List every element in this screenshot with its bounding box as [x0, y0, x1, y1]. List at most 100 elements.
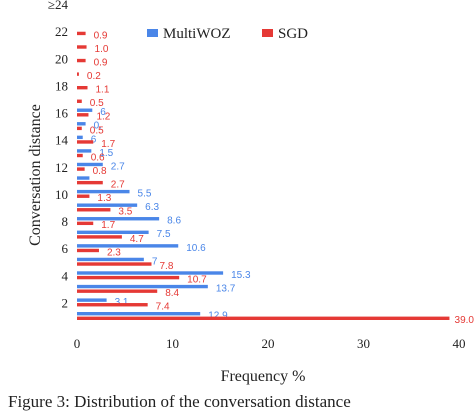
- bar-sgd-12: [77, 167, 85, 171]
- x-tick-label-0: 0: [74, 336, 81, 351]
- bar-sgd-21: [77, 45, 87, 49]
- bar-sgd-5: [77, 262, 152, 266]
- bar-multiwoz-12: [77, 162, 103, 167]
- y-tick-label-22: 22: [55, 24, 68, 39]
- bar-sgd-8: [77, 221, 94, 226]
- data-label-sgd-6: 2.3: [107, 247, 121, 258]
- y-tick-label-4: 4: [62, 268, 69, 283]
- bar-multiwoz-7: [77, 230, 149, 235]
- bar-multiwoz-16: [77, 108, 93, 112]
- bar-sgd-22: [77, 31, 86, 36]
- data-label-multiwoz-8: 8.6: [167, 216, 181, 227]
- y-tick-label-10: 10: [55, 187, 68, 202]
- bar-multiwoz-4: [77, 271, 224, 275]
- figure-caption: Figure 3: Distribution of the conversati…: [8, 392, 351, 411]
- x-axis-title: Frequency %: [221, 368, 306, 385]
- bar-sgd-6: [77, 248, 99, 253]
- bar-multiwoz-8: [77, 217, 160, 221]
- y-axis-title: Conversation distance: [27, 104, 44, 246]
- legend-label-sgd: SGD: [278, 26, 308, 42]
- data-label-sgd-12: 0.8: [93, 166, 107, 177]
- legend-label-multiwoz: MultiWOZ: [163, 26, 231, 42]
- data-label-multiwoz-9: 6.3: [145, 202, 159, 213]
- data-label-sgd-21: 1.0: [95, 44, 109, 55]
- bar-sgd-14: [77, 140, 94, 144]
- y-tick-label-≥24: ≥24: [48, 0, 69, 12]
- data-label-sgd-8: 1.7: [101, 220, 115, 231]
- bar-sgd-3: [77, 289, 158, 293]
- bar-multiwoz-14: [77, 135, 83, 140]
- data-label-sgd-20: 0.9: [94, 57, 108, 68]
- bar-multiwoz-13: [77, 149, 92, 153]
- data-label-sgd-9: 3.5: [118, 207, 132, 218]
- bar-sgd-9: [77, 208, 111, 212]
- data-label-multiwoz-6: 10.6: [186, 243, 206, 254]
- data-label-sgd-14: 1.7: [101, 139, 115, 150]
- bar-sgd-18: [77, 85, 88, 90]
- data-label-multiwoz-3: 13.7: [216, 283, 236, 294]
- bar-sgd-13: [77, 153, 83, 158]
- bar-multiwoz-3: [77, 284, 208, 289]
- data-label-sgd-18: 1.1: [96, 85, 110, 96]
- data-label-sgd-19: 0.2: [87, 71, 101, 82]
- bar-sgd-4: [77, 275, 180, 280]
- data-label-sgd-13: 0.6: [91, 152, 105, 163]
- x-tick-label-30: 30: [357, 336, 370, 351]
- data-label-multiwoz-10: 5.5: [138, 189, 152, 200]
- data-label-multiwoz-14: 6: [91, 134, 97, 145]
- data-label-multiwoz-7: 7.5: [157, 229, 171, 240]
- x-tick-label-10: 10: [166, 336, 179, 351]
- data-label-sgd-5: 7.8: [159, 261, 173, 272]
- data-label-sgd-1: 39.0: [455, 315, 474, 326]
- y-tick-label-16: 16: [55, 106, 69, 121]
- bar-multiwoz-6: [77, 244, 179, 248]
- data-label-sgd-4: 10.7: [187, 275, 207, 286]
- data-label-sgd-16: 1.2: [96, 112, 110, 123]
- bar-sgd-15: [77, 126, 82, 131]
- y-tick-label-18: 18: [55, 78, 68, 93]
- y-tick-label-8: 8: [62, 214, 69, 229]
- data-label-multiwoz-12: 2.7: [111, 161, 125, 172]
- data-label-sgd-17: 0.5: [90, 98, 104, 109]
- data-label-sgd-15: 0.5: [90, 125, 104, 136]
- bar-sgd-16: [77, 113, 89, 117]
- data-label-sgd-3: 8.4: [165, 288, 179, 299]
- data-label-multiwoz-5: 7: [152, 256, 158, 267]
- legend-swatch-sgd: [262, 29, 273, 37]
- data-label-multiwoz-13: 1.5: [99, 148, 113, 159]
- data-label-sgd-2: 7.4: [156, 302, 170, 313]
- bar-multiwoz-15: [77, 122, 86, 126]
- x-tick-label-20: 20: [262, 336, 275, 351]
- bar-sgd-10: [77, 194, 90, 198]
- bar-sgd-17: [77, 99, 82, 103]
- bar-multiwoz-10: [77, 189, 130, 194]
- y-tick-label-12: 12: [55, 160, 68, 175]
- bar-sgd-19: [77, 72, 79, 76]
- data-label-multiwoz-1: 12.9: [208, 311, 228, 322]
- data-label-multiwoz-4: 15.3: [231, 270, 251, 281]
- bar-multiwoz-1: [77, 312, 201, 316]
- bar-multiwoz-5: [77, 257, 144, 262]
- y-tick-label-2: 2: [62, 295, 69, 310]
- bar-sgd-7: [77, 235, 122, 239]
- data-label-sgd-11: 2.7: [111, 180, 125, 191]
- data-label-multiwoz-2: 3.1: [115, 297, 129, 308]
- bar-sgd-11: [77, 180, 103, 185]
- bar-sgd-1: [77, 316, 450, 320]
- bar-sgd-20: [77, 58, 86, 63]
- legend-swatch-multiwoz: [147, 29, 158, 37]
- y-tick-label-20: 20: [55, 51, 68, 66]
- data-label-multiwoz-15: 0.: [94, 121, 102, 132]
- data-label-sgd-10: 1.3: [97, 193, 111, 204]
- data-label-multiwoz-16: 6: [100, 107, 106, 118]
- bar-multiwoz-9: [77, 203, 138, 207]
- x-tick-label-40: 40: [453, 336, 466, 351]
- y-tick-label-14: 14: [55, 133, 69, 148]
- data-label-sgd-7: 4.7: [130, 234, 144, 245]
- bar-multiwoz-11: [77, 176, 90, 180]
- bar-multiwoz-2: [77, 298, 107, 302]
- y-tick-label-6: 6: [62, 241, 69, 256]
- data-label-sgd-22: 0.9: [94, 30, 108, 41]
- bar-sgd-2: [77, 303, 148, 307]
